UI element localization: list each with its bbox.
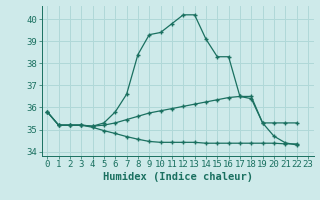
- X-axis label: Humidex (Indice chaleur): Humidex (Indice chaleur): [103, 172, 252, 182]
